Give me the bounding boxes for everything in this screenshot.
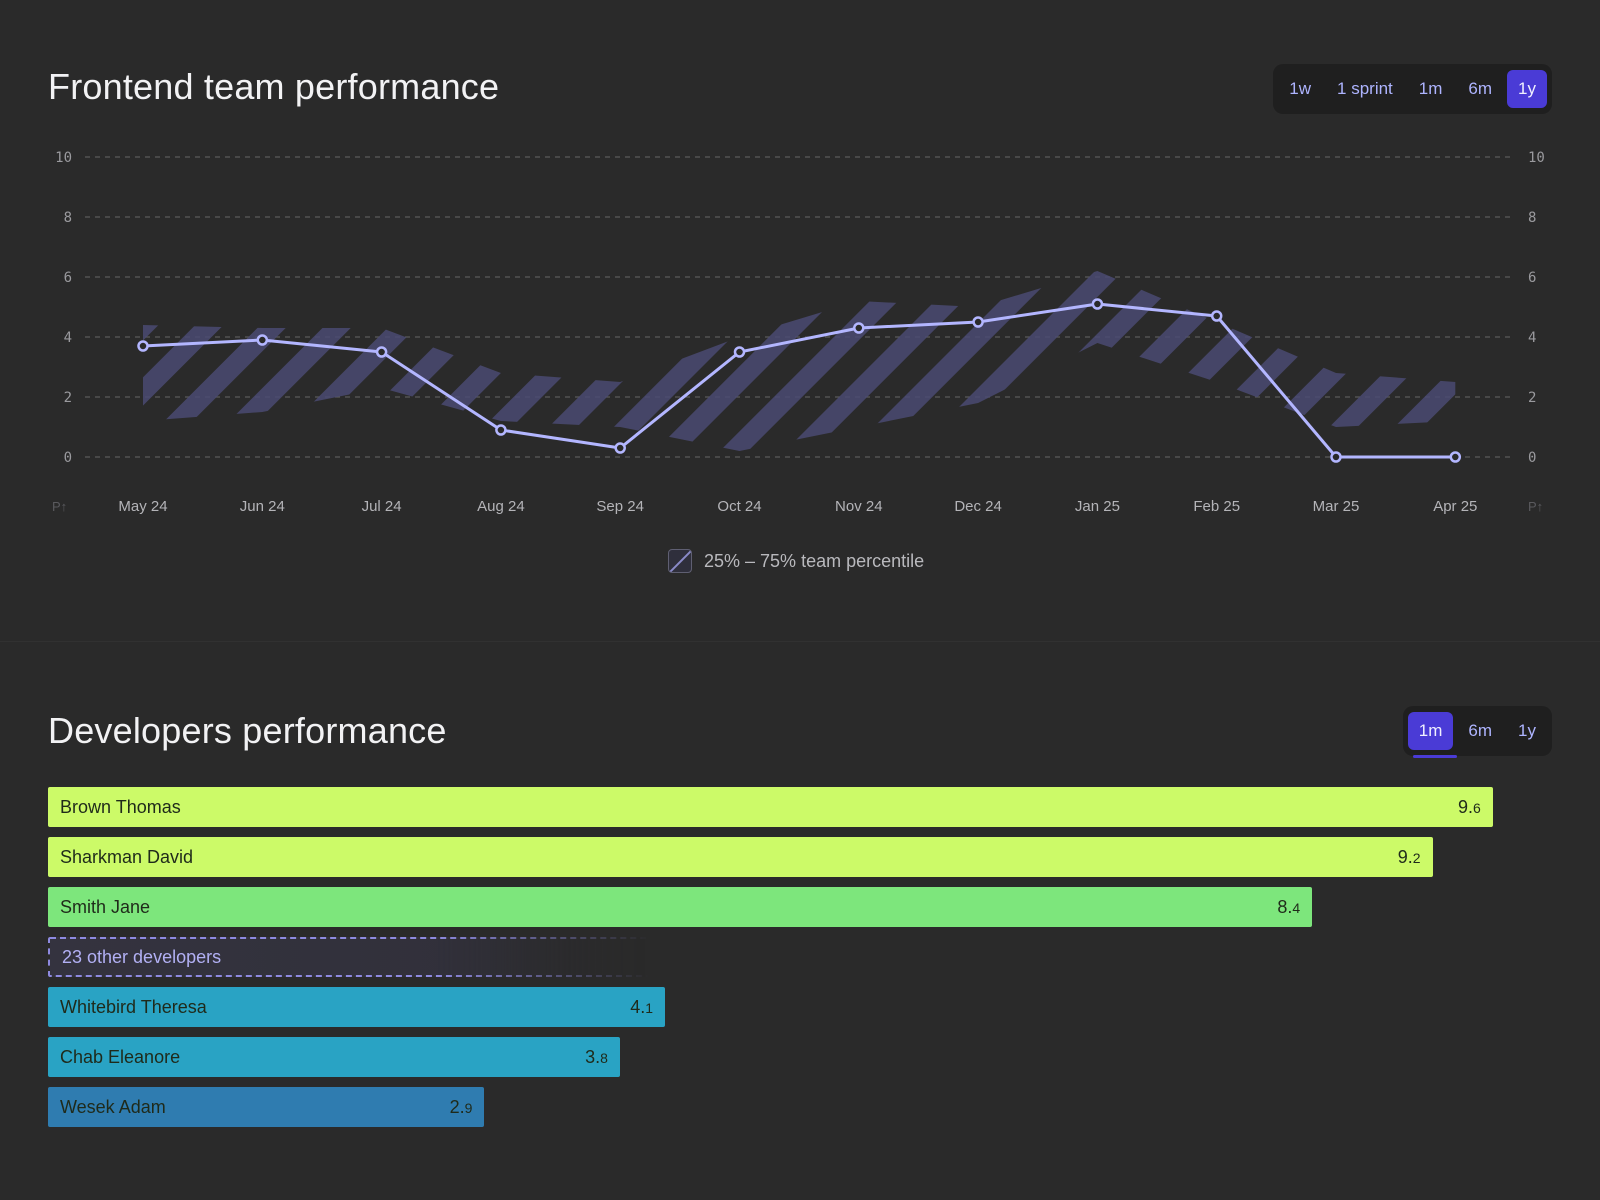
bar-developer[interactable]: Smith Jane 8.4 <box>48 887 1313 927</box>
data-point <box>853 322 865 334</box>
x-tick-label: Mar 25 <box>1313 498 1360 515</box>
x-tick-label: Jun 24 <box>240 498 285 515</box>
x-tick-label: Oct 24 <box>717 498 761 515</box>
y-tick-left: 8 <box>64 210 72 226</box>
bar-value: 8.4 <box>1277 896 1301 917</box>
performance-line <box>142 302 1456 459</box>
bar-developer[interactable]: Brown Thomas 9.6 <box>48 787 1493 827</box>
dev-range-1y[interactable]: 1y <box>1518 721 1536 740</box>
x-tick-label: Jan 25 <box>1075 498 1120 515</box>
y-tick-right: 8 <box>1528 210 1536 226</box>
data-point <box>1330 451 1342 463</box>
data-point <box>495 424 507 436</box>
team-range-1m[interactable]: 1m <box>1418 79 1443 98</box>
y-tick-left: 0 <box>64 450 72 466</box>
percentile-swatch-icon <box>668 549 692 573</box>
bar-label: Wesek Adam <box>60 1096 166 1117</box>
team-range-1y[interactable]: 1y <box>1507 70 1547 108</box>
bar-developer[interactable]: Chab Eleanore 3.8 <box>48 1037 620 1077</box>
dev-range-6m[interactable]: 6m <box>1468 721 1493 740</box>
data-point <box>1091 298 1104 310</box>
x-tick-label: Dec 24 <box>954 498 1002 515</box>
y-tick-left: 6 <box>64 270 72 286</box>
y-tick-left: 10 <box>55 150 72 166</box>
x-tick-label: Apr 25 <box>1433 498 1477 515</box>
data-point <box>614 442 626 454</box>
bar-value: 4.1 <box>630 996 654 1017</box>
legend-label: 25% – 75% team percentile <box>704 550 925 571</box>
team-performance-chart: 0 0 2 2 4 4 6 6 8 8 10 10 May 24 Jun 24 Jul 24 Aug 24 Se… <box>52 150 1545 515</box>
bar-developer[interactable]: Wesek Adam 2.9 <box>48 1087 485 1127</box>
data-point <box>1210 310 1223 322</box>
x-tick-label: Aug 24 <box>477 498 525 515</box>
y-tick-left: 2 <box>64 390 72 406</box>
team-performance-section: Frontend team performance 1w 1 sprint 1m 6m… <box>0 0 1600 642</box>
x-tick-label: Sep 24 <box>596 498 644 515</box>
corner-label-left: P↑ <box>52 499 67 514</box>
x-tick-label: Nov 24 <box>835 498 883 515</box>
bar-label: Smith Jane <box>60 896 151 917</box>
dev-range-1m[interactable]: 1m <box>1407 712 1454 750</box>
corner-label-right: P↑ <box>1528 499 1543 514</box>
y-tick-right: 2 <box>1528 390 1536 406</box>
data-point <box>256 334 269 346</box>
team-range-6m[interactable]: 6m <box>1468 79 1493 98</box>
bar-label: Brown Thomas <box>60 796 181 817</box>
bar-label: Chab Eleanore <box>60 1046 181 1067</box>
data-point <box>137 340 149 352</box>
bar-other-developers[interactable]: 23 other developers <box>48 937 1018 977</box>
percentile-band <box>143 271 1456 451</box>
section-divider <box>0 641 1600 642</box>
x-tick-label: Jul 24 <box>362 498 402 515</box>
bar-label: 23 other developers <box>62 946 222 967</box>
y-tick-right: 10 <box>1528 150 1545 166</box>
developers-title: Developers performance <box>48 710 447 751</box>
data-point <box>733 346 746 358</box>
bar-value: 2.9 <box>449 1096 473 1117</box>
bar-value: 3.8 <box>585 1046 608 1067</box>
developers-range-selector: 1m 6m 1y <box>1402 706 1552 758</box>
x-tick-label: May 24 <box>118 498 167 515</box>
bar-developer[interactable]: Whitebird Theresa 4.1 <box>48 987 666 1027</box>
bar-value: 9.2 <box>1397 846 1421 867</box>
team-range-selector: 1w 1 sprint 1m 6m 1y <box>1273 64 1552 114</box>
bar-label: Whitebird Theresa <box>60 996 207 1017</box>
team-range-1-sprint[interactable]: 1 sprint <box>1337 79 1393 98</box>
bar-developer[interactable]: Sharkman David 9.2 <box>48 837 1433 877</box>
y-tick-right: 0 <box>1528 450 1536 466</box>
data-point <box>1449 451 1462 463</box>
x-tick-label: Feb 25 <box>1193 498 1240 515</box>
bar-value: 9.6 <box>1457 796 1481 817</box>
active-range-underline <box>1412 755 1457 758</box>
y-tick-right: 6 <box>1528 270 1536 286</box>
y-tick-right: 4 <box>1528 330 1536 346</box>
page-title: Frontend team performance <box>48 66 500 107</box>
bar-label: Sharkman David <box>60 846 194 867</box>
data-point <box>375 346 388 358</box>
chart-legend: 25% – 75% team percentile <box>668 549 924 573</box>
team-range-1w[interactable]: 1w <box>1289 79 1312 98</box>
y-tick-left: 4 <box>64 330 72 346</box>
data-point <box>972 316 984 328</box>
